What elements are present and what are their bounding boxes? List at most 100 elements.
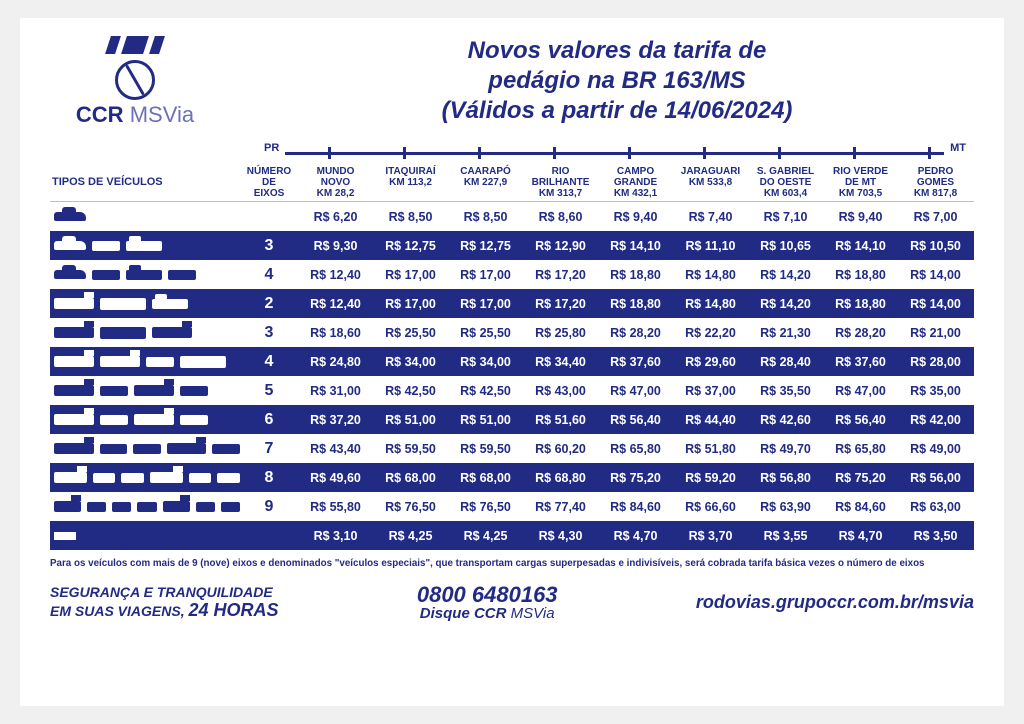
- price-cell: R$ 60,20: [523, 442, 598, 456]
- truck-icon: [167, 443, 207, 454]
- price-cell: R$ 29,60: [673, 355, 748, 369]
- price-cell: R$ 17,20: [523, 268, 598, 282]
- trailer-icon: [221, 502, 240, 512]
- moto-icon: [54, 532, 76, 540]
- truck-icon: [100, 356, 140, 367]
- trailer-icon: [189, 473, 212, 483]
- trailer-icon: [92, 241, 120, 251]
- header-plaza: JARAGUARIKM 533,8: [673, 166, 748, 199]
- table-row: 6R$ 37,20R$ 51,00R$ 51,00R$ 51,60R$ 56,4…: [50, 405, 974, 434]
- header-plaza: ITAQUIRAÍKM 113,2: [373, 166, 448, 199]
- price-cell: R$ 76,50: [448, 500, 523, 514]
- price-cell: R$ 3,55: [748, 529, 823, 543]
- price-cell: R$ 14,00: [898, 268, 973, 282]
- price-cell: R$ 84,60: [823, 500, 898, 514]
- vehicle-silhouettes: [50, 532, 240, 540]
- axle-count: 3: [240, 237, 298, 255]
- price-cell: R$ 17,20: [523, 297, 598, 311]
- axis-line: [285, 152, 944, 155]
- table-row: 3R$ 9,30R$ 12,75R$ 12,75R$ 12,90R$ 14,10…: [50, 231, 974, 260]
- title-block: Novos valores da tarifa de pedágio na BR…: [260, 36, 974, 126]
- price-cell: R$ 17,00: [448, 268, 523, 282]
- price-cell: R$ 37,60: [598, 355, 673, 369]
- price-cell: R$ 18,80: [823, 297, 898, 311]
- price-cell: R$ 12,90: [523, 239, 598, 253]
- price-cell: R$ 55,80: [298, 500, 373, 514]
- pickup-icon: [126, 270, 162, 280]
- price-cell: R$ 51,00: [373, 413, 448, 427]
- price-cell: R$ 4,70: [598, 529, 673, 543]
- price-cell: R$ 35,00: [898, 384, 973, 398]
- price-cell: R$ 11,10: [673, 239, 748, 253]
- price-cell: R$ 14,00: [898, 297, 973, 311]
- price-cell: R$ 8,50: [448, 210, 523, 224]
- footnote: Para os veículos com mais de 9 (nove) ei…: [50, 558, 974, 569]
- vehicle-silhouettes: [50, 443, 240, 454]
- bus-icon: [100, 298, 146, 310]
- price-cell: R$ 68,80: [523, 471, 598, 485]
- price-cell: R$ 4,25: [448, 529, 523, 543]
- brand-main: CCR: [76, 102, 124, 127]
- header-axles: NÚMERO DE EIXOS: [240, 166, 298, 199]
- price-cell: R$ 76,50: [373, 500, 448, 514]
- price-cell: R$ 34,00: [373, 355, 448, 369]
- price-cell: R$ 9,40: [823, 210, 898, 224]
- globe-icon: [115, 60, 155, 100]
- price-cell: R$ 42,60: [748, 413, 823, 427]
- price-cell: R$ 56,00: [898, 471, 973, 485]
- axle-count: 8: [240, 469, 298, 487]
- price-cell: R$ 28,20: [598, 326, 673, 340]
- price-cell: R$ 22,20: [673, 326, 748, 340]
- price-cell: R$ 18,80: [823, 268, 898, 282]
- trailer-icon: [100, 386, 128, 396]
- price-cell: R$ 75,20: [823, 471, 898, 485]
- table-row: 5R$ 31,00R$ 42,50R$ 42,50R$ 43,00R$ 47,0…: [50, 376, 974, 405]
- price-cell: R$ 8,60: [523, 210, 598, 224]
- table-row: R$ 3,10R$ 4,25R$ 4,25R$ 4,30R$ 4,70R$ 3,…: [50, 521, 974, 550]
- truck-icon: [54, 385, 94, 396]
- trailer-icon: [121, 473, 144, 483]
- vehicle-silhouettes: [50, 241, 240, 251]
- brand-block: CCR MSVia: [50, 36, 220, 128]
- price-cell: R$ 10,65: [748, 239, 823, 253]
- price-cell: R$ 14,10: [823, 239, 898, 253]
- footer-url: rodovias.grupoccr.com.br/msvia: [696, 592, 974, 613]
- tariff-table-body: R$ 6,20R$ 8,50R$ 8,50R$ 8,60R$ 9,40R$ 7,…: [50, 202, 974, 550]
- price-cell: R$ 4,30: [523, 529, 598, 543]
- vehicle-silhouettes: [50, 472, 240, 483]
- trailer-icon: [217, 473, 240, 483]
- price-cell: R$ 17,00: [448, 297, 523, 311]
- price-cell: R$ 28,00: [898, 355, 973, 369]
- price-cell: R$ 8,50: [373, 210, 448, 224]
- price-cell: R$ 37,60: [823, 355, 898, 369]
- price-cell: R$ 6,20: [298, 210, 373, 224]
- price-cell: R$ 12,40: [298, 268, 373, 282]
- price-cell: R$ 7,10: [748, 210, 823, 224]
- header-plaza: S. GABRIELDO OESTEKM 603,4: [748, 166, 823, 199]
- price-cell: R$ 84,60: [598, 500, 673, 514]
- trailer-icon: [100, 415, 128, 425]
- price-cell: R$ 9,30: [298, 239, 373, 253]
- truck-icon: [134, 385, 174, 396]
- trailer-icon: [212, 444, 240, 454]
- price-cell: R$ 25,80: [523, 326, 598, 340]
- price-cell: R$ 21,00: [898, 326, 973, 340]
- price-cell: R$ 7,00: [898, 210, 973, 224]
- trailer-icon: [100, 444, 128, 454]
- price-cell: R$ 7,40: [673, 210, 748, 224]
- price-cell: R$ 68,00: [448, 471, 523, 485]
- axle-count: 7: [240, 440, 298, 458]
- pickup-icon: [152, 299, 188, 309]
- price-cell: R$ 12,75: [373, 239, 448, 253]
- truck-icon: [54, 327, 94, 338]
- truck-icon: [150, 472, 183, 483]
- table-row: 2R$ 12,40R$ 17,00R$ 17,00R$ 17,20R$ 18,8…: [50, 289, 974, 318]
- price-cell: R$ 3,70: [673, 529, 748, 543]
- title-line-3: (Válidos a partir de 14/06/2024): [260, 96, 974, 126]
- truck-icon: [54, 443, 94, 454]
- vehicle-silhouettes: [50, 385, 240, 396]
- brand-sub: MSVia: [130, 102, 194, 127]
- trailer-icon: [93, 473, 116, 483]
- price-cell: R$ 25,50: [373, 326, 448, 340]
- price-cell: R$ 25,50: [448, 326, 523, 340]
